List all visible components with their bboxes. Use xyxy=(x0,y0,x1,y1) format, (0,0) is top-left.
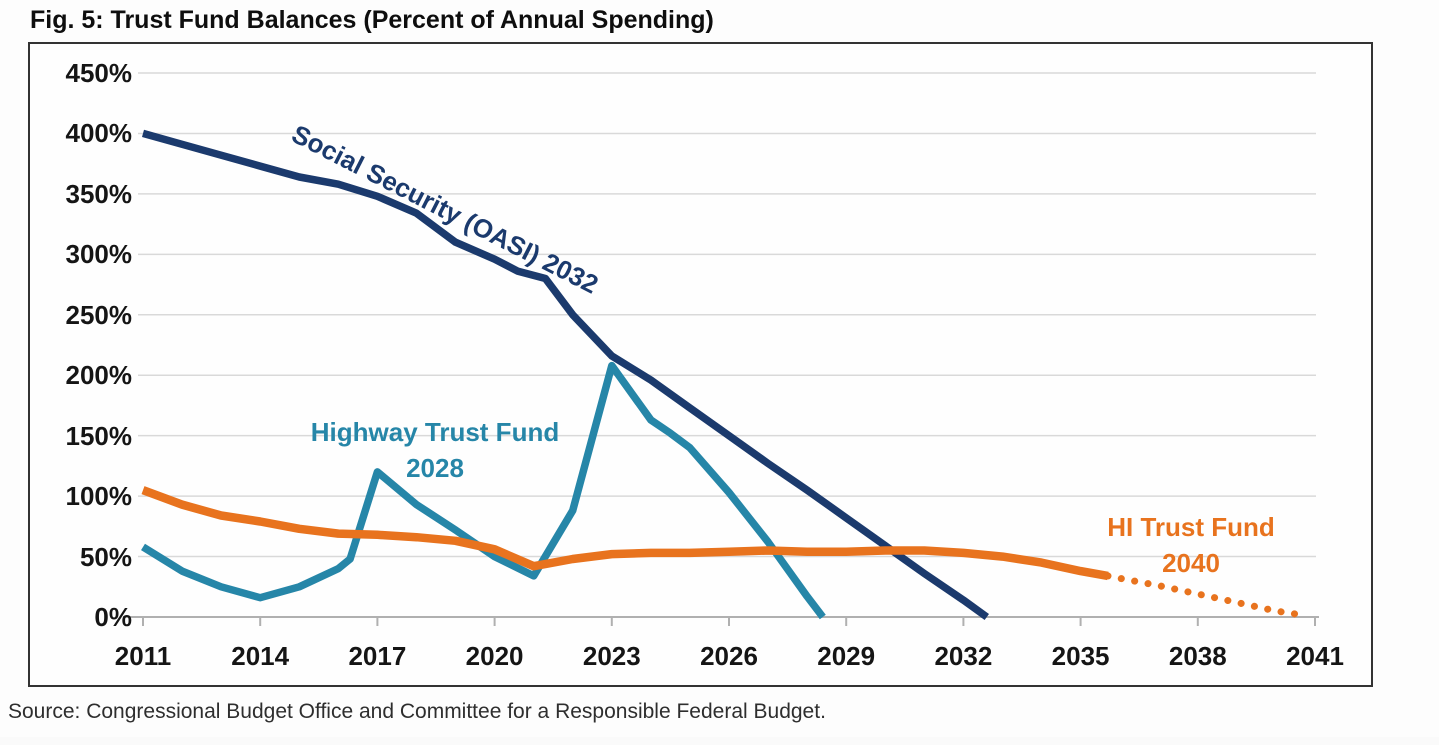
x-tick-label-2041: 2041 xyxy=(1286,641,1344,671)
chart-title: Fig. 5: Trust Fund Balances (Percent of … xyxy=(30,6,714,34)
x-tick-label-2035: 2035 xyxy=(1051,641,1110,671)
y-tick-label-450: 450% xyxy=(65,58,133,88)
x-tick-label-2023: 2023 xyxy=(582,641,641,671)
highway-label: Highway Trust Fund 2028 xyxy=(310,417,560,483)
x-tick-label-2014: 2014 xyxy=(231,641,290,671)
y-tick-label-300: 300% xyxy=(65,239,133,270)
y-tick-label-400: 400% xyxy=(65,118,133,149)
x-tick-label-2032: 2032 xyxy=(934,641,993,671)
source-note: Source: Congressional Budget Office and … xyxy=(8,700,826,723)
x-tick-label-2038: 2038 xyxy=(1168,641,1227,671)
x-tick-label-2020: 2020 xyxy=(465,641,524,671)
y-tick-label-50: 50% xyxy=(79,541,132,572)
bottom-gutter xyxy=(0,737,1439,745)
x-tick-label-2017: 2017 xyxy=(348,641,407,671)
y-tick-label-250: 250% xyxy=(65,299,133,330)
y-tick-label-0: 0% xyxy=(94,602,132,632)
x-tick-label-2029: 2029 xyxy=(817,641,876,671)
hi-label: HI Trust Fund 2040 xyxy=(1107,512,1275,578)
y-tick-label-150: 150% xyxy=(65,420,133,451)
x-tick-label-2026: 2026 xyxy=(700,641,758,671)
y-tick-label-350: 350% xyxy=(65,178,133,209)
y-tick-label-200: 200% xyxy=(65,360,133,391)
x-tick-label-2011: 2011 xyxy=(114,641,172,671)
plot-frame-border xyxy=(28,42,1373,687)
y-tick-label-100: 100% xyxy=(65,481,133,512)
